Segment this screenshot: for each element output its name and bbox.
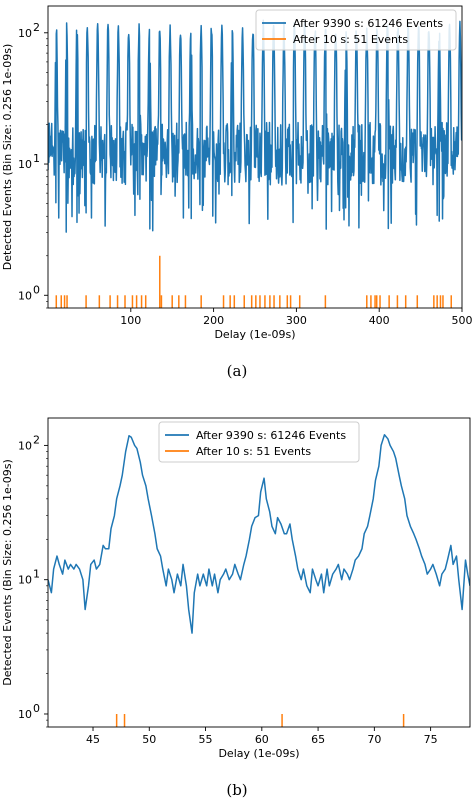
legend-box xyxy=(255,9,457,51)
series-line xyxy=(48,434,470,634)
x-tick-label: 65 xyxy=(311,733,325,746)
x-tick-label: 70 xyxy=(367,733,381,746)
plot-area xyxy=(48,434,470,727)
x-tick-label: 200 xyxy=(203,314,224,327)
x-tick-label: 50 xyxy=(142,733,156,746)
x-tick-label: 60 xyxy=(255,733,269,746)
y-tick-label: 10 xyxy=(18,27,32,40)
legend-box xyxy=(158,421,360,463)
x-axis-label: Delay (1e-09s) xyxy=(218,747,299,760)
x-tick-label: 100 xyxy=(120,314,141,327)
y-tick-exponent: 0 xyxy=(33,283,40,296)
legend-label: After 9390 s: 61246 Events xyxy=(196,429,346,442)
legend: After 9390 s: 61246 Events After 10 s: 51… xyxy=(158,421,360,463)
y-tick-exponent: 2 xyxy=(33,21,40,34)
plot-area xyxy=(48,19,462,308)
y-tick-label: 10 xyxy=(18,708,32,721)
legend-label: After 10 s: 51 Events xyxy=(293,33,408,46)
y-axis-label: Detected Events (Bin Size: 0.256 1e-09s) xyxy=(1,459,14,686)
y-tick-label: 10 xyxy=(18,289,32,302)
x-tick-label: 400 xyxy=(369,314,390,327)
panel-caption-b: (b) xyxy=(226,781,247,799)
x-tick-label: 75 xyxy=(424,733,438,746)
y-tick-label: 10 xyxy=(18,158,32,171)
y-tick-label: 10 xyxy=(18,574,32,587)
series-line xyxy=(48,19,462,233)
panel-caption-a: (a) xyxy=(227,362,248,380)
plot-frame xyxy=(47,417,471,728)
y-axis-label: Detected Events (Bin Size: 0.256 1e-09s) xyxy=(1,44,14,271)
x-tick-label: 55 xyxy=(199,733,213,746)
plot-frame xyxy=(47,5,463,309)
x-axis-label: Delay (1e-09s) xyxy=(214,328,295,341)
y-tick-exponent: 1 xyxy=(33,568,40,581)
legend-label: After 9390 s: 61246 Events xyxy=(293,17,443,30)
legend-label: After 10 s: 51 Events xyxy=(196,445,311,458)
legend: After 9390 s: 61246 Events After 10 s: 51… xyxy=(255,9,457,51)
y-tick-exponent: 1 xyxy=(33,152,40,165)
y-tick-label: 10 xyxy=(18,439,32,452)
x-tick-label: 500 xyxy=(452,314,473,327)
y-tick-exponent: 0 xyxy=(33,702,40,715)
x-tick-label: 45 xyxy=(86,733,100,746)
y-tick-exponent: 2 xyxy=(33,433,40,446)
x-tick-label: 300 xyxy=(286,314,307,327)
